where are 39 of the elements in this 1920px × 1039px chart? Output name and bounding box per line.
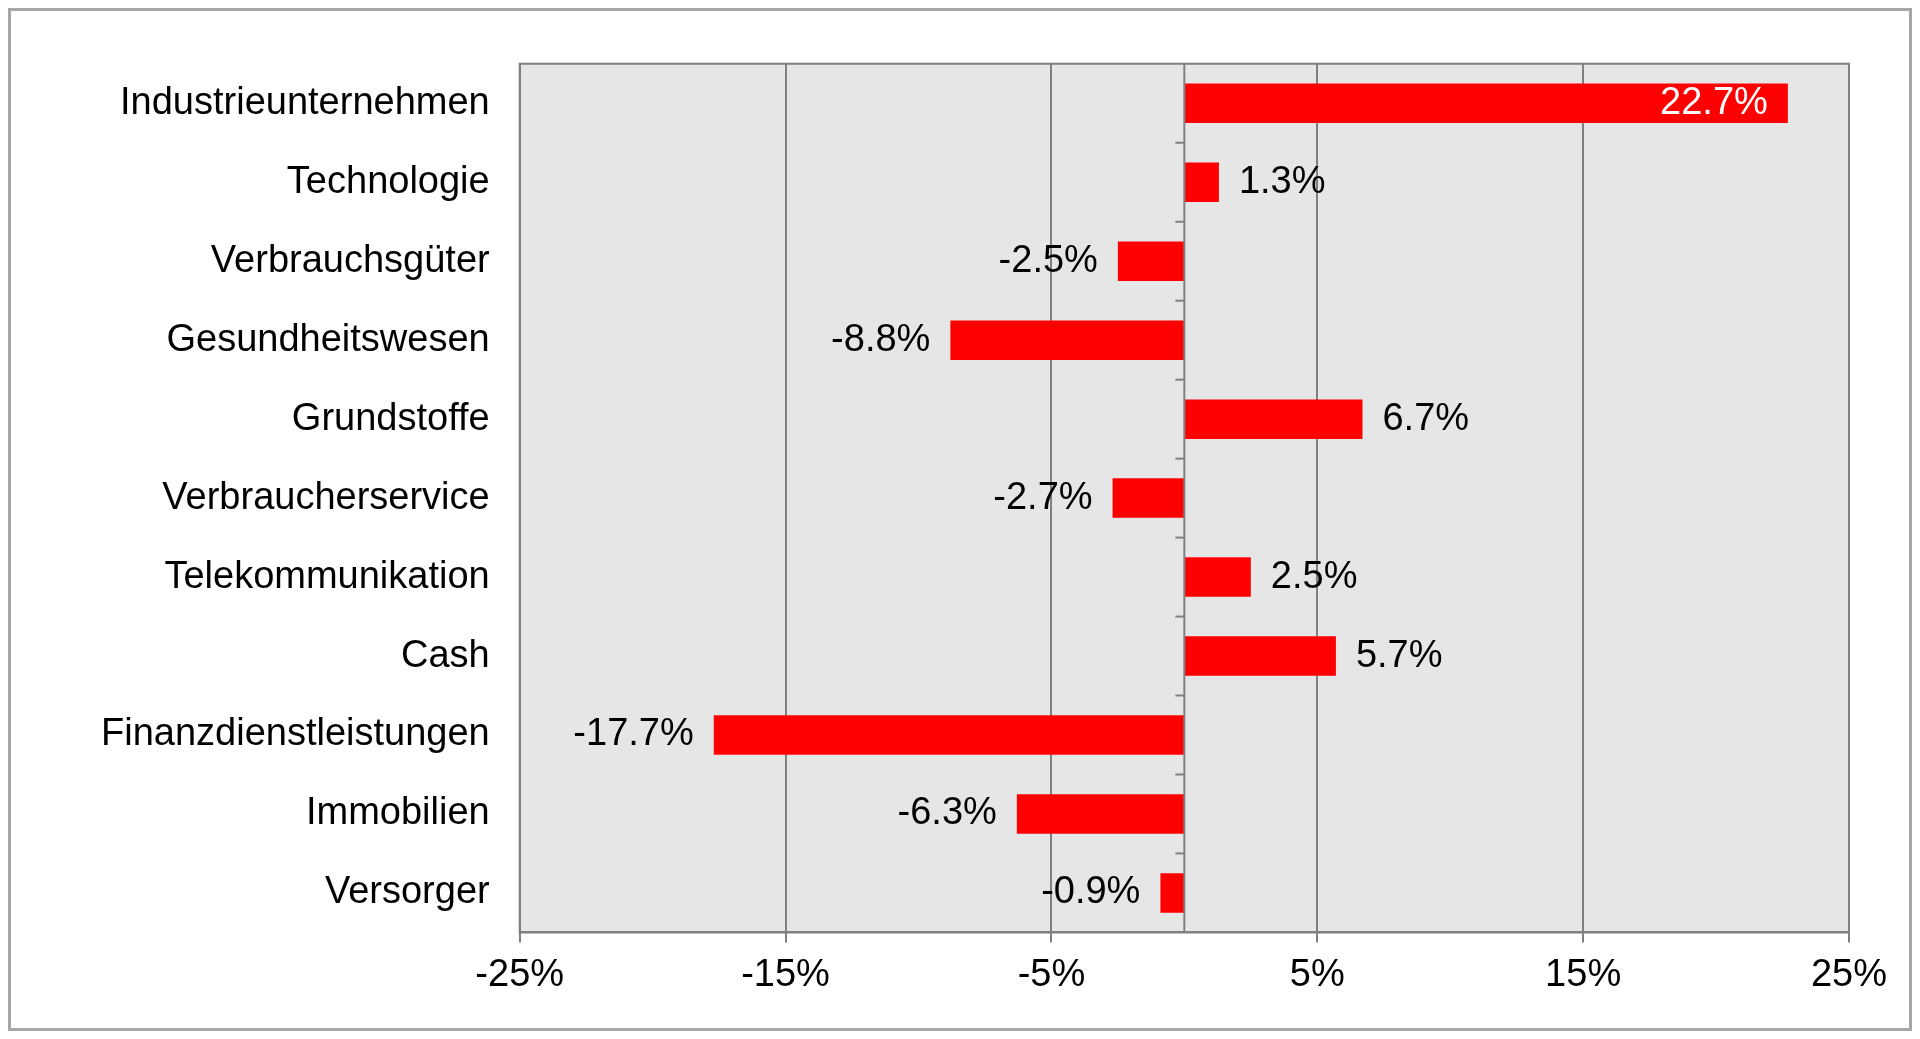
y-tick-label: Telekommunikation xyxy=(164,553,490,596)
data-label: -6.3% xyxy=(897,790,997,833)
data-label: 2.5% xyxy=(1270,553,1358,596)
y-tick-label: Industrieunternehmen xyxy=(120,79,490,122)
bar xyxy=(1184,83,1788,124)
data-label: -0.9% xyxy=(1041,869,1141,912)
bar xyxy=(1117,241,1185,281)
y-tick-label: Verbraucherservice xyxy=(162,474,490,517)
data-label: -17.7% xyxy=(573,711,694,754)
x-tick-label: -15% xyxy=(741,951,830,994)
data-label: 6.7% xyxy=(1382,395,1470,438)
data-label: -2.5% xyxy=(998,237,1098,280)
data-label: -2.7% xyxy=(993,474,1093,517)
bar xyxy=(1016,794,1185,834)
y-tick-label: Verbrauchsgüter xyxy=(210,237,491,280)
y-tick-label: Grundstoffe xyxy=(291,395,490,438)
data-label: -8.8% xyxy=(831,316,931,359)
x-tick-label: 25% xyxy=(1810,951,1888,994)
y-tick-label: Technologie xyxy=(286,158,490,201)
bar xyxy=(1184,636,1336,676)
bar xyxy=(1112,478,1185,518)
bar xyxy=(1160,873,1185,913)
bar xyxy=(1184,399,1363,439)
data-label: 1.3% xyxy=(1238,158,1326,201)
y-tick-label: Gesundheitswesen xyxy=(166,316,490,359)
y-tick-label: Finanzdienstleistungen xyxy=(101,711,490,754)
data-label: 5.7% xyxy=(1355,632,1443,675)
data-label: 22.7% xyxy=(1660,79,1768,122)
x-tick-label: -25% xyxy=(475,951,565,994)
y-tick-label: Cash xyxy=(400,632,490,675)
bar xyxy=(1184,557,1251,597)
bar xyxy=(950,320,1185,360)
x-tick-label: 15% xyxy=(1545,951,1622,994)
y-tick-label: Immobilien xyxy=(305,790,490,833)
bar xyxy=(713,715,1185,755)
x-tick-label: -5% xyxy=(1017,951,1086,994)
x-tick-label: 5% xyxy=(1289,951,1345,994)
bar xyxy=(1184,162,1219,202)
y-tick-label: Versorger xyxy=(324,869,491,912)
